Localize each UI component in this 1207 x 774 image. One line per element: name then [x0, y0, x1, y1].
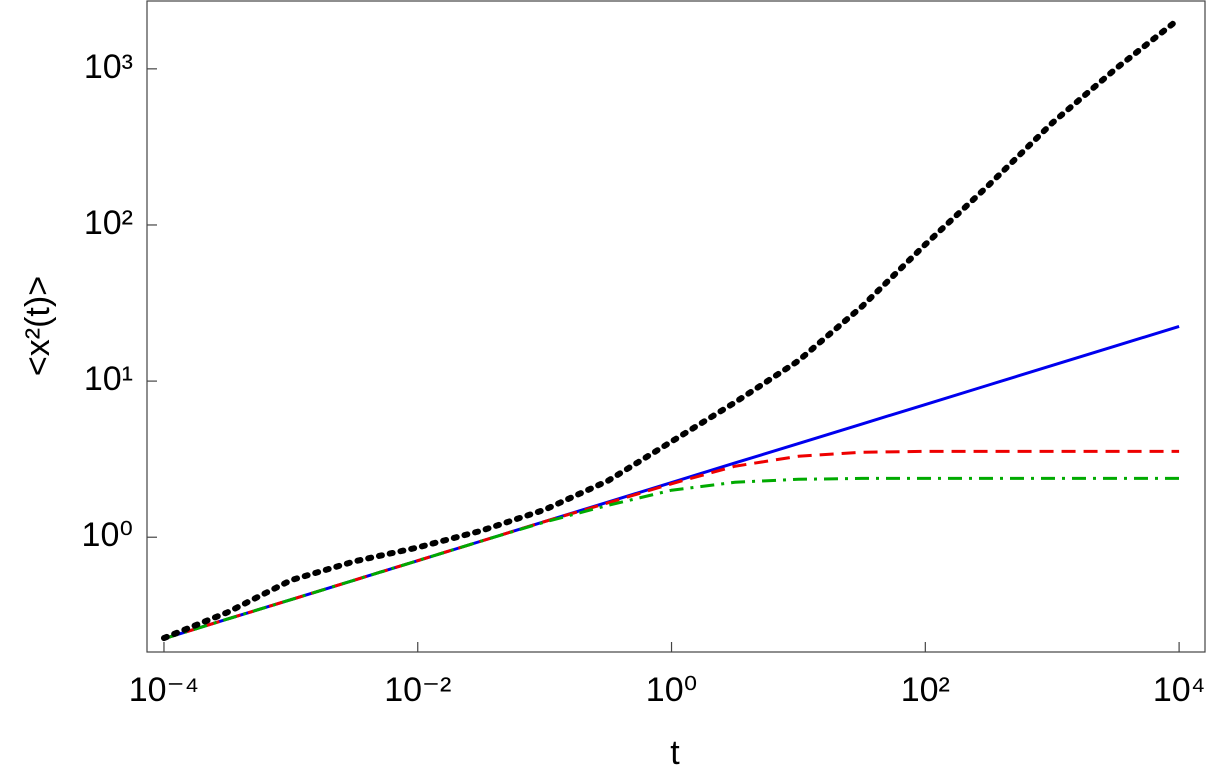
series-line: [160, 15, 1183, 642]
x-tick-label: 10²: [901, 671, 950, 709]
y-tick-label: 10³: [84, 48, 133, 86]
y-axis-label: <x²(t)>: [19, 276, 57, 376]
x-axis-label: t: [670, 734, 680, 772]
series-line: [163, 476, 1180, 641]
x-tick-label: 10⁻²: [384, 671, 451, 709]
y-tick-label: 10⁰: [82, 516, 133, 554]
x-tick-label: 10⁴: [1153, 671, 1205, 709]
plot-frame: [146, 0, 1206, 653]
x-tick-label: 10⁰: [646, 671, 697, 709]
y-tick-label: 10¹: [84, 360, 133, 398]
x-tick-label: 10⁻⁴: [129, 671, 199, 709]
y-tick-label: 10²: [84, 204, 133, 242]
series-line: [163, 449, 1180, 641]
